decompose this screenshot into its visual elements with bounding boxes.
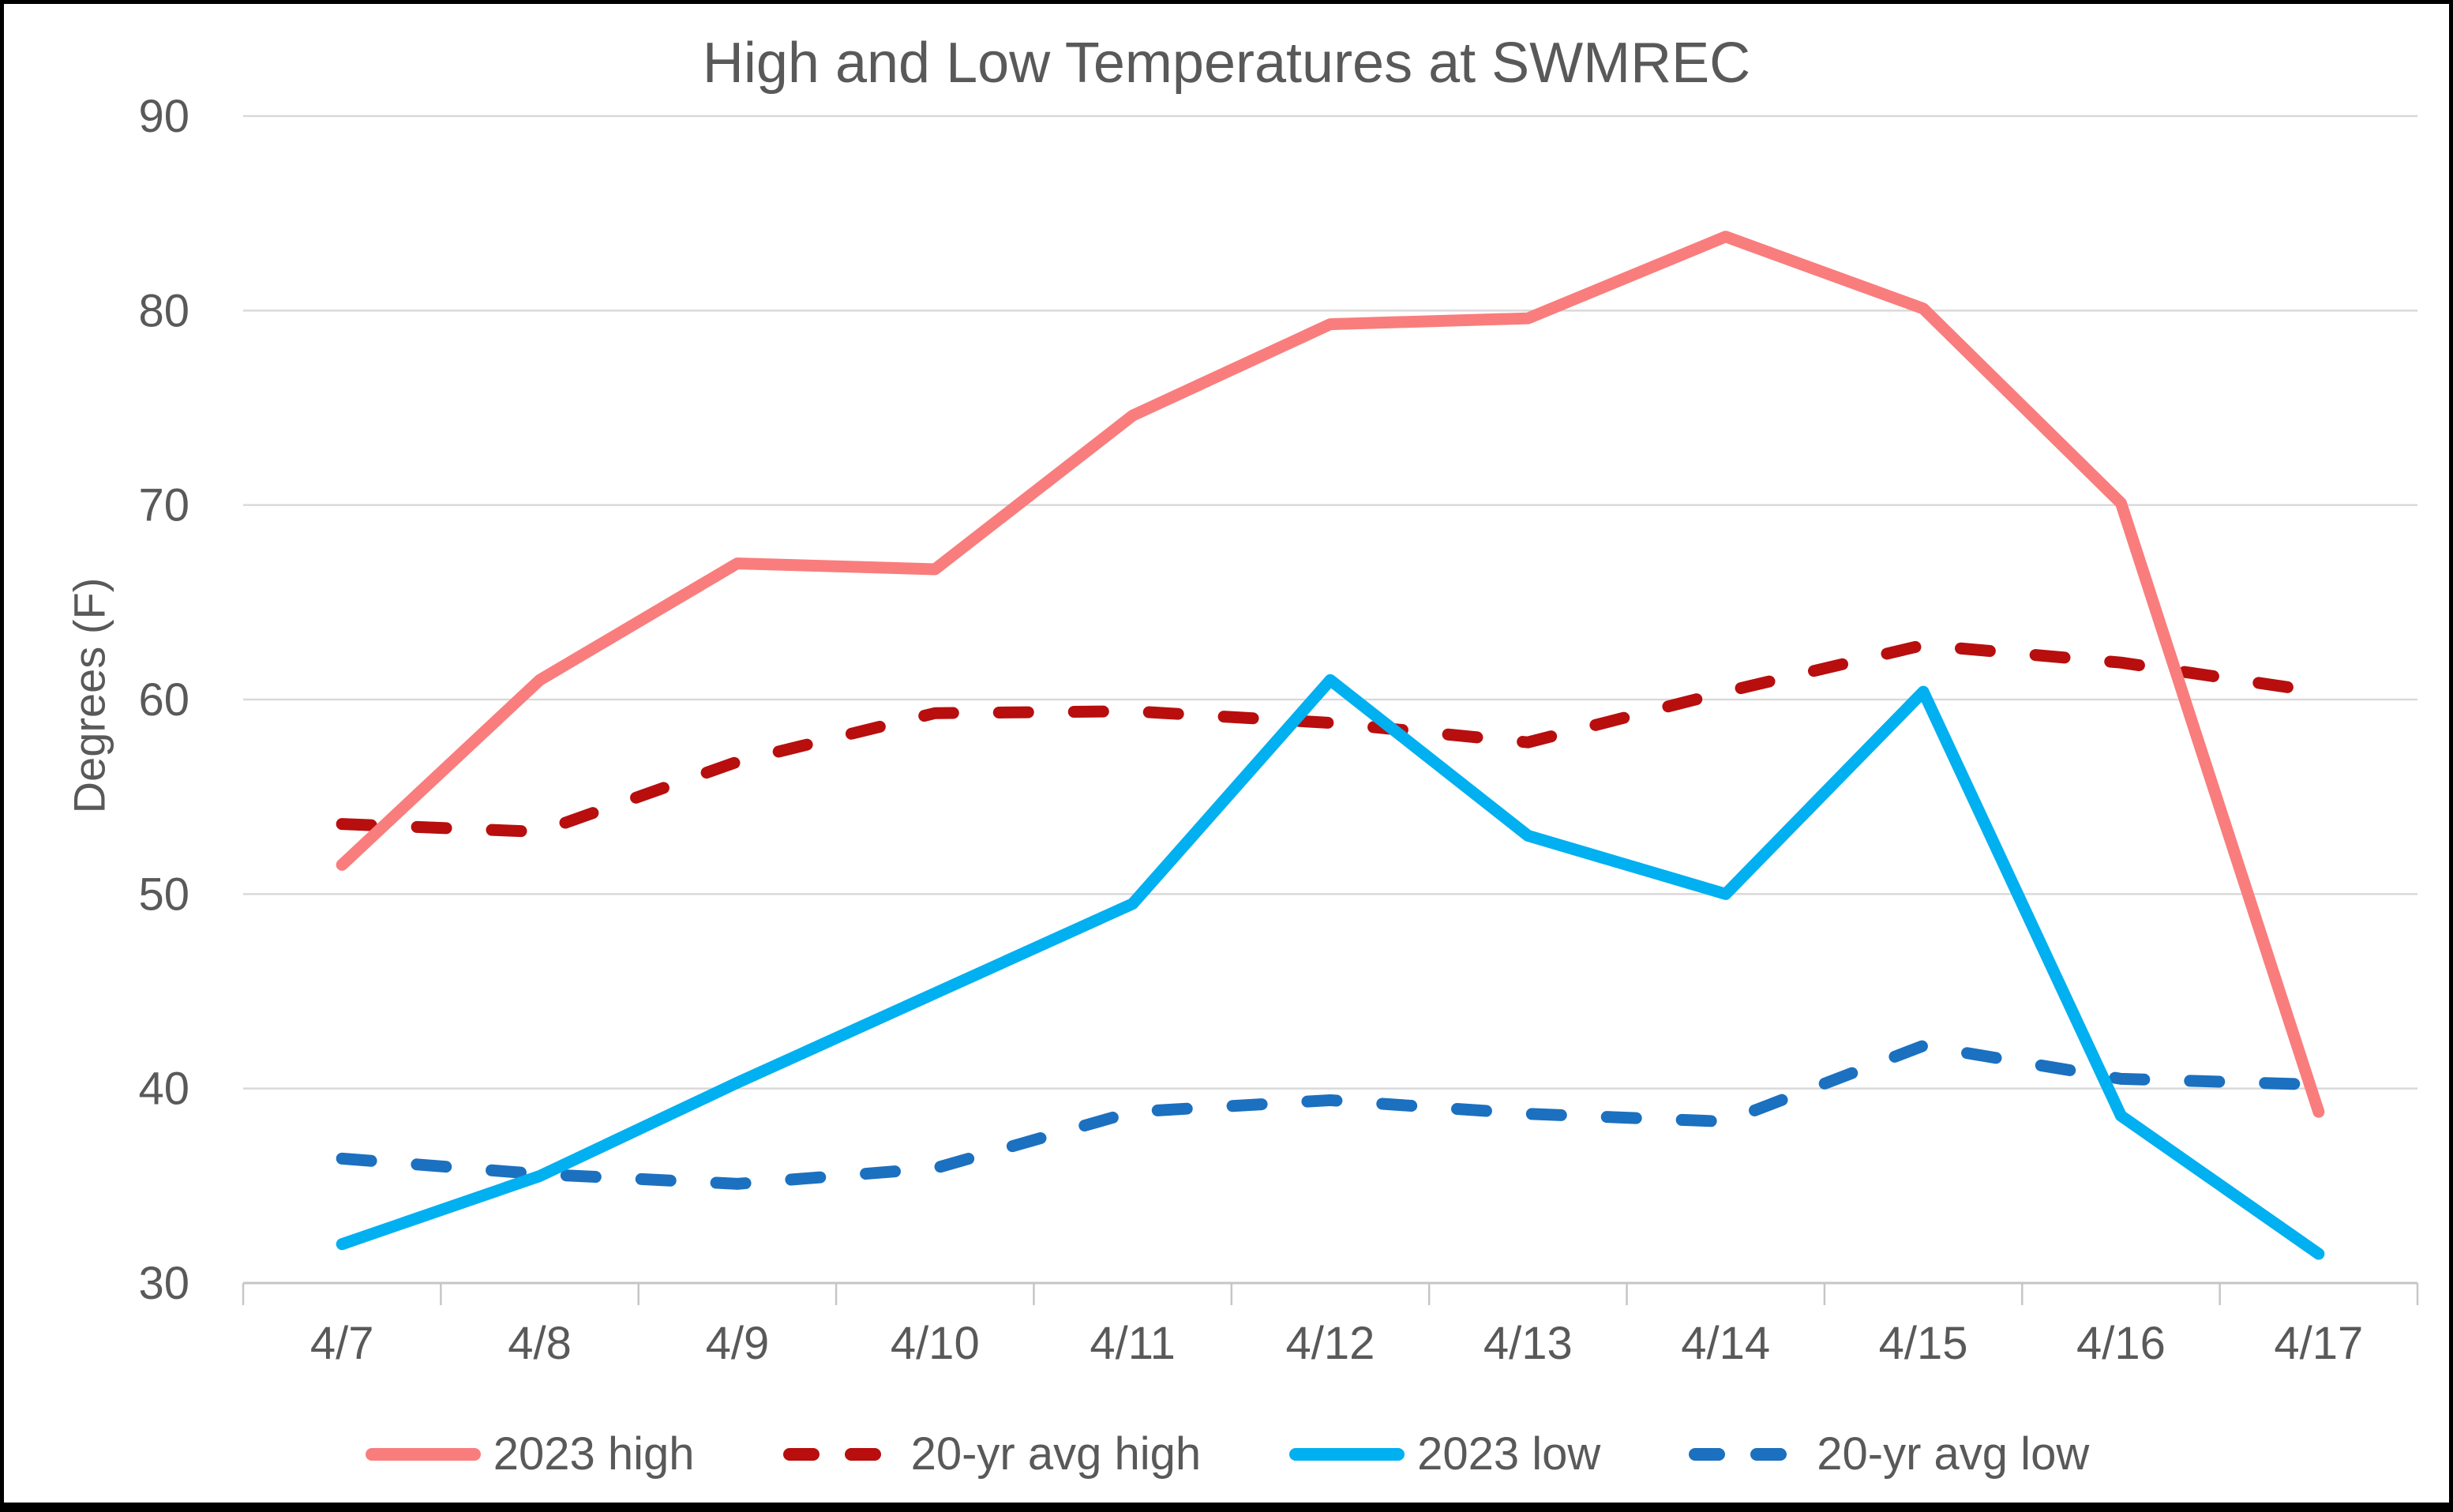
x-tick-label-4/8: 4/8 — [508, 1318, 572, 1369]
series-line-20-yr-avg-high — [336, 639, 2325, 839]
legend-sample-dashed-line — [1689, 1447, 1805, 1461]
y-tick-label-60: 60 — [138, 674, 189, 726]
legend-item-20yr-avg-low: 20-yr avg low — [1687, 1428, 2089, 1480]
series-line-20-yr-avg-low — [336, 1039, 2325, 1190]
x-tick-label-4/17: 4/17 — [2274, 1318, 2363, 1369]
legend-label: 20-yr avg low — [1817, 1428, 2090, 1480]
legend-item-2023-high: 2023 high — [364, 1428, 695, 1480]
x-tick-label-4/15: 4/15 — [1879, 1318, 1968, 1369]
y-tick-label-70: 70 — [138, 480, 189, 531]
legend-label: 20-yr avg high — [910, 1428, 1202, 1480]
legend-sample-dashed-line — [782, 1447, 898, 1461]
y-tick-label-30: 30 — [138, 1258, 189, 1309]
legend-label: 2023 high — [493, 1428, 695, 1480]
chart-title: High and Low Temperatures at SWMREC — [702, 32, 1751, 95]
series-line-2023-low — [336, 673, 2325, 1260]
legend-item-2023-low: 2023 low — [1288, 1428, 1600, 1480]
y-tick-label-40: 40 — [138, 1064, 189, 1115]
y-tick-label-50: 50 — [138, 869, 189, 920]
y-tick-label-90: 90 — [138, 91, 189, 142]
legend-sample-solid-line — [1289, 1447, 1405, 1461]
x-tick-label-4/12: 4/12 — [1286, 1318, 1375, 1369]
legend: 2023 high 20-yr avg high 2023 low 20-yr … — [4, 1428, 2449, 1480]
x-tick-label-4/10: 4/10 — [891, 1318, 980, 1369]
x-tick-label-4/13: 4/13 — [1483, 1318, 1573, 1369]
legend-sample-solid-line — [365, 1447, 481, 1461]
x-tick-label-4/16: 4/16 — [2076, 1318, 2166, 1369]
x-tick-label-4/9: 4/9 — [706, 1318, 770, 1369]
plot-area: 30 40 50 60 70 80 90 4/7 4/8 4/9 4/10 4/11 4/12 4/13 4… — [138, 91, 2419, 1369]
legend-item-20yr-avg-high: 20-yr avg high — [782, 1428, 1202, 1480]
legend-label: 2023 low — [1417, 1428, 1601, 1480]
x-tick-label-4/14: 4/14 — [1681, 1318, 1770, 1369]
x-tick-label-4/11: 4/11 — [1090, 1318, 1176, 1369]
series-line-2023-high — [336, 231, 2325, 1118]
x-tick-label-4/7: 4/7 — [310, 1318, 374, 1369]
y-tick-label-80: 80 — [138, 285, 189, 336]
